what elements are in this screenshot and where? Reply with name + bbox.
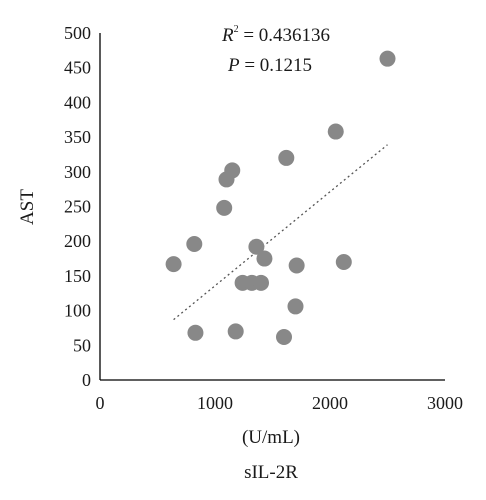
data-point xyxy=(278,149,295,166)
data-point xyxy=(288,257,305,274)
y-axis-ticks: 0 50 100 150 200 250 300 350 400 450 500 xyxy=(64,23,91,390)
y-tick-label: 100 xyxy=(64,301,91,321)
r2-symbol: R xyxy=(221,25,234,46)
x-axis-ticks: 0 1000 2000 3000 xyxy=(96,393,464,413)
data-point xyxy=(335,254,352,271)
y-tick-label: 200 xyxy=(64,231,91,251)
y-tick-label: 0 xyxy=(82,370,91,390)
r2-superscript: 2 xyxy=(234,24,239,35)
x-tick-label: 1000 xyxy=(197,393,233,413)
data-point xyxy=(287,298,304,315)
data-points xyxy=(165,50,396,345)
y-tick-label: 450 xyxy=(64,58,91,78)
x-tick-label: 3000 xyxy=(427,393,463,413)
x-tick-label: 0 xyxy=(96,393,105,413)
y-tick-label: 350 xyxy=(64,127,91,147)
y-tick-label: 500 xyxy=(64,23,91,43)
y-tick-label: 300 xyxy=(64,162,91,182)
data-point xyxy=(165,256,182,273)
data-point xyxy=(186,235,203,252)
trendline xyxy=(173,144,388,321)
data-point xyxy=(216,199,233,216)
data-point xyxy=(327,123,344,140)
y-tick-label: 150 xyxy=(64,266,91,286)
x-axis-label: (U/mL) xyxy=(242,427,300,448)
data-point xyxy=(187,324,204,341)
x-tick-label: 2000 xyxy=(312,393,348,413)
x-axis-secondary-label: sIL-2R xyxy=(244,462,298,483)
r-squared-annotation: R2 = 0.436136 xyxy=(221,24,330,46)
data-point xyxy=(227,323,244,340)
data-point xyxy=(224,162,241,179)
p-symbol: P xyxy=(227,55,240,76)
data-point xyxy=(253,274,269,291)
data-point xyxy=(256,250,273,267)
p-value: = 0.1215 xyxy=(240,55,312,76)
r2-value: = 0.436136 xyxy=(239,25,330,46)
data-point xyxy=(276,328,292,345)
y-tick-label: 250 xyxy=(64,197,91,217)
y-tick-label: 400 xyxy=(64,92,91,112)
data-point xyxy=(248,238,265,255)
p-value-annotation: P = 0.1215 xyxy=(227,55,312,76)
y-axis-label: AST xyxy=(17,189,38,225)
y-tick-label: 50 xyxy=(73,335,91,355)
data-point xyxy=(379,50,396,67)
